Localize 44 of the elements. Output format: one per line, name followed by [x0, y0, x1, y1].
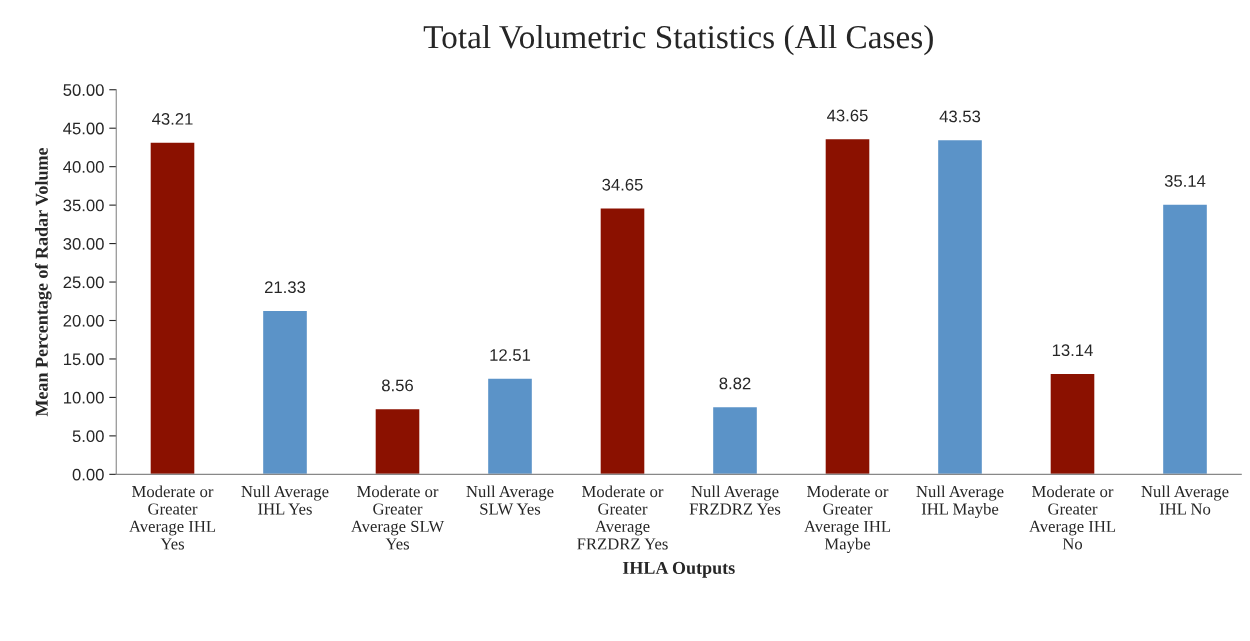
- data-label: 12.51: [490, 349, 531, 361]
- x-tick-label: Moderate or Greater Average IHL Yes: [129, 485, 216, 550]
- bar: [711, 405, 759, 475]
- x-tick-label: Moderate or Greater Average IHL Maybe: [804, 485, 891, 553]
- bar: [261, 309, 309, 475]
- data-label: 8.82: [719, 377, 751, 390]
- y-tick-label: 20.00: [63, 314, 104, 327]
- x-tick-label: Null Average IHL Yes: [241, 485, 329, 515]
- data-label: 34.65: [602, 178, 643, 191]
- x-tick-label: Null Average SLW Yes: [466, 485, 554, 515]
- data-label: 21.33: [264, 281, 306, 294]
- x-tick-label: Null Average IHL Maybe: [916, 485, 1004, 519]
- chart-title: Total Volumetric Statistics (All Cases): [423, 24, 933, 56]
- data-label: 13.14: [1052, 344, 1093, 357]
- x-tick-label: Null Average FRZDRZ Yes: [689, 485, 781, 515]
- y-tick-label: 35.00: [63, 199, 104, 212]
- bar: [599, 207, 646, 475]
- bar: [936, 138, 984, 475]
- data-label: 8.56: [382, 379, 413, 392]
- y-tick-label: 25.00: [63, 276, 104, 289]
- bar: [149, 141, 196, 475]
- x-tick-label: Moderate or Greater Average FRZDRZ Yes: [577, 485, 668, 550]
- y-tick-label: 30.00: [63, 237, 104, 250]
- x-tick-label: Moderate or Greater Average SLW Yes: [351, 485, 445, 550]
- data-label: 43.65: [827, 109, 868, 122]
- x-tick-label: Moderate or Greater Average IHL No: [1029, 485, 1116, 550]
- data-label: 35.14: [1164, 175, 1206, 187]
- bar: [1161, 203, 1209, 475]
- bar: [824, 137, 871, 475]
- data-label: 43.21: [152, 112, 193, 125]
- y-tick-label: 40.00: [63, 161, 104, 173]
- x-tick-label: Null Average IHL No: [1141, 485, 1229, 515]
- bar: [1049, 372, 1096, 475]
- data-label: 43.53: [939, 110, 981, 123]
- y-tick-label: 45.00: [63, 122, 104, 135]
- y-tick-label: 50.00: [63, 84, 104, 96]
- y-tick-label: 15.00: [64, 353, 104, 366]
- y-tick-label: 5.00: [72, 430, 104, 443]
- bar: [374, 407, 421, 475]
- y-tick-label: 0.00: [72, 468, 104, 481]
- bar: [486, 377, 534, 475]
- x-axis-title: IHLA Outputs: [622, 561, 735, 578]
- y-tick-label: 10.00: [64, 391, 104, 404]
- y-axis-title: Mean Percentage of Radar Volume: [34, 147, 52, 417]
